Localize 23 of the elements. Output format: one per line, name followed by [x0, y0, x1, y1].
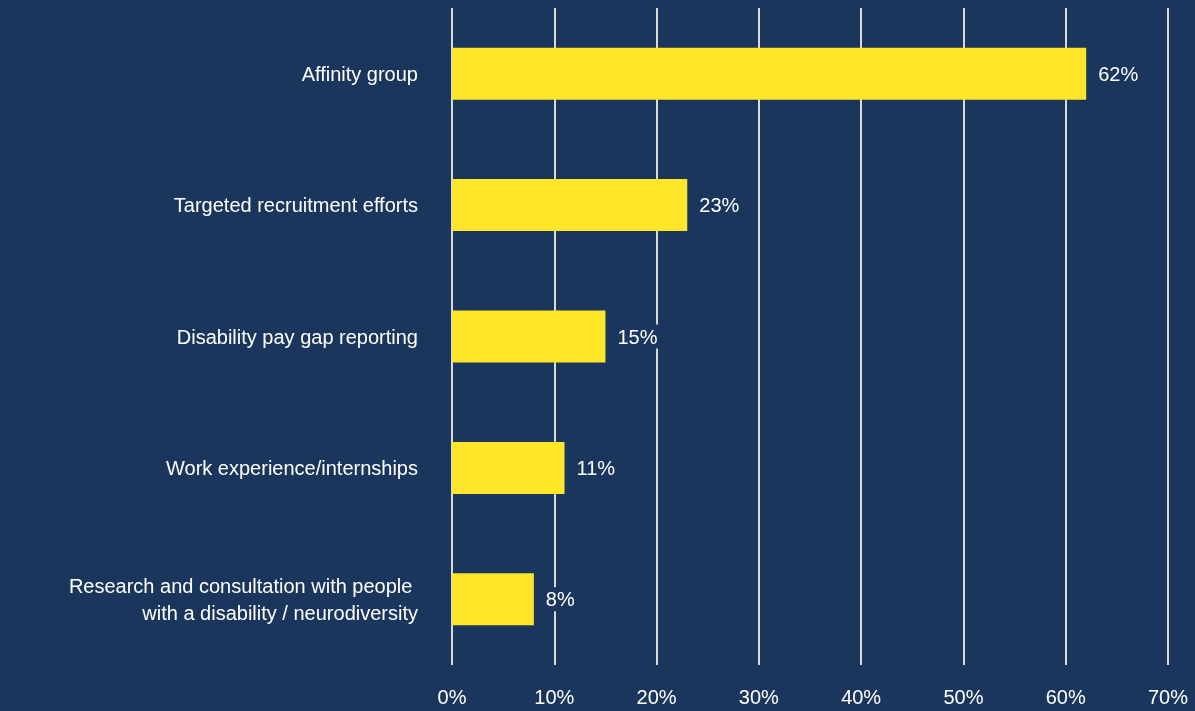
- data-label: 15%: [617, 325, 658, 348]
- bar: [452, 573, 534, 626]
- y-tick-label: Affinity group: [301, 62, 418, 85]
- x-tick-label: 70%: [1147, 686, 1189, 708]
- y-tick-label: Disability pay gap reporting: [176, 325, 418, 348]
- bar: [452, 310, 606, 363]
- data-label: 8%: [545, 588, 575, 611]
- bar: [452, 179, 688, 232]
- x-tick-label: 30%: [738, 686, 780, 708]
- data-label: 11%: [576, 456, 616, 479]
- bar: [452, 441, 565, 494]
- x-tick-label: 20%: [636, 686, 677, 708]
- x-tick-label: 40%: [841, 686, 882, 708]
- bar: [452, 47, 1087, 100]
- x-tick-label: 0%: [437, 686, 467, 708]
- data-label: 23%: [699, 194, 740, 217]
- y-tick-label: Targeted recruitment efforts: [173, 194, 418, 217]
- data-label: 62%: [1098, 62, 1139, 85]
- y-tick-label: Work experience/internships: [166, 456, 418, 479]
- x-tick-label: 10%: [534, 686, 575, 708]
- x-tick-label: 60%: [1045, 686, 1086, 708]
- y-tick-label: Research and consultation with people with a disability / neurodiversity: [68, 574, 418, 624]
- x-tick-label: 50%: [943, 686, 984, 708]
